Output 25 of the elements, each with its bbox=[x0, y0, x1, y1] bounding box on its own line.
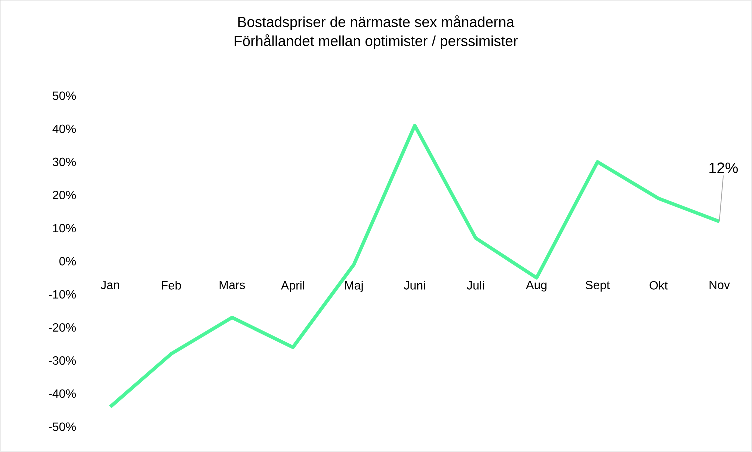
chart-title: Bostadspriser de närmaste sex månaderna bbox=[238, 16, 515, 30]
y-tick-label: 50% bbox=[52, 92, 76, 100]
y-tick-label: -10% bbox=[49, 290, 76, 299]
y-tick-label: -30% bbox=[49, 356, 76, 366]
x-tick-label: Okt bbox=[650, 280, 668, 290]
x-tick-label: Sept bbox=[586, 281, 610, 292]
x-tick-label: April bbox=[281, 280, 304, 292]
annotation: 12% bbox=[710, 162, 738, 174]
x-tick-label: Aug bbox=[526, 281, 547, 292]
y-tick-label: 40% bbox=[52, 124, 76, 134]
x-tick-label: Juni bbox=[404, 280, 426, 290]
chart-subtitle: Förhållandet mellan optimister / perssimister bbox=[234, 34, 518, 50]
x-tick-label: Feb bbox=[162, 280, 182, 290]
y-tick-label: 0% bbox=[60, 257, 76, 266]
y-tick-label: 10% bbox=[53, 224, 76, 233]
y-tick-label: 20% bbox=[53, 191, 76, 200]
y-tick-label: -40% bbox=[49, 390, 76, 398]
x-tick-label: Jan bbox=[100, 281, 120, 290]
x-tick-label: Maj bbox=[345, 280, 363, 292]
y-tick-label: 30% bbox=[52, 158, 76, 166]
y-tick-label: -50% bbox=[49, 422, 76, 432]
x-tick-label: Mars bbox=[220, 281, 246, 290]
x-tick-label: Juli bbox=[467, 280, 484, 290]
x-tick-label: Nov bbox=[710, 281, 730, 290]
y-tick-label: -20% bbox=[49, 323, 76, 332]
